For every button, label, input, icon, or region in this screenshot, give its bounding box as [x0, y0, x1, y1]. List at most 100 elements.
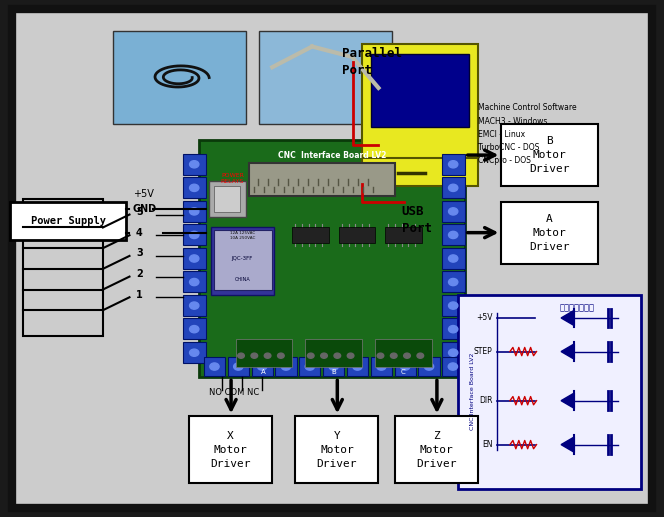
Bar	[418, 357, 440, 376]
Bar	[204, 357, 225, 376]
Polygon shape	[561, 393, 574, 408]
Text: NO COM NC: NO COM NC	[209, 388, 260, 398]
Text: X
Motor
Driver: X Motor Driver	[210, 431, 251, 469]
Bar	[442, 271, 465, 292]
Bar	[236, 339, 292, 367]
Bar	[214, 230, 272, 290]
Text: +5V: +5V	[133, 189, 153, 199]
Circle shape	[448, 161, 457, 168]
Circle shape	[448, 326, 457, 333]
Circle shape	[234, 363, 243, 370]
Bar	[371, 357, 392, 376]
Text: USB
Port: USB Port	[402, 205, 432, 235]
Text: Z
Motor
Driver: Z Motor Driver	[416, 431, 457, 469]
Bar	[183, 271, 206, 292]
Bar	[23, 199, 103, 336]
Circle shape	[210, 363, 219, 370]
Bar	[183, 177, 206, 198]
Circle shape	[190, 231, 199, 238]
Circle shape	[190, 208, 199, 215]
Bar	[10, 202, 126, 240]
Bar	[189, 416, 272, 483]
Bar	[362, 158, 478, 186]
Bar	[362, 44, 478, 160]
Bar	[347, 357, 368, 376]
Bar	[183, 295, 206, 316]
Text: 1: 1	[136, 290, 143, 300]
Circle shape	[334, 353, 341, 358]
Bar	[276, 357, 297, 376]
Bar	[295, 416, 378, 483]
Text: CNC  Interface Board LV2: CNC Interface Board LV2	[278, 150, 386, 160]
Circle shape	[190, 161, 199, 168]
Text: 手动电机驱动器: 手动电机驱动器	[559, 303, 594, 312]
Circle shape	[448, 349, 457, 356]
Circle shape	[417, 353, 424, 358]
Bar	[371, 54, 469, 127]
Bar	[209, 181, 246, 217]
Text: DIR: DIR	[479, 396, 493, 405]
Circle shape	[190, 326, 199, 333]
Bar	[183, 201, 206, 222]
Bar	[299, 357, 321, 376]
Circle shape	[278, 353, 284, 358]
Bar	[199, 140, 465, 377]
Circle shape	[448, 302, 457, 309]
Text: C: C	[400, 369, 406, 375]
Text: +5V: +5V	[476, 313, 493, 323]
Bar	[183, 342, 206, 363]
Text: 12A 125VAC
10A 250VAC: 12A 125VAC 10A 250VAC	[230, 231, 255, 240]
Bar	[442, 318, 465, 339]
Text: Y
Motor
Driver: Y Motor Driver	[317, 431, 357, 469]
Text: 4: 4	[136, 227, 143, 238]
Text: 5: 5	[136, 207, 143, 217]
Circle shape	[264, 353, 271, 358]
Text: 3: 3	[136, 248, 143, 258]
Circle shape	[400, 363, 410, 370]
Circle shape	[448, 363, 457, 370]
Text: POWER
RELAYS: POWER RELAYS	[220, 173, 244, 184]
Bar	[442, 357, 463, 376]
Circle shape	[448, 184, 457, 191]
Bar	[395, 416, 478, 483]
Circle shape	[190, 184, 199, 191]
Bar	[442, 295, 465, 316]
Text: STEP: STEP	[474, 347, 493, 356]
Bar	[501, 202, 598, 264]
Circle shape	[448, 255, 457, 262]
Circle shape	[190, 255, 199, 262]
Bar	[339, 227, 375, 243]
Bar	[211, 227, 274, 295]
Circle shape	[238, 353, 244, 358]
Bar	[252, 357, 273, 376]
Text: Machine Control Software
MACH3 - Windows
EMCI - Linux
TurboCNC - DOS
CNCpro - DO: Machine Control Software MACH3 - Windows…	[478, 103, 577, 165]
Circle shape	[448, 231, 457, 238]
Bar	[249, 163, 395, 196]
Bar	[375, 339, 432, 367]
Bar	[228, 357, 249, 376]
Text: Parallel
Port: Parallel Port	[342, 47, 402, 77]
Bar	[183, 154, 206, 175]
Bar	[183, 248, 206, 269]
Text: A: A	[261, 369, 266, 375]
Text: JQC-3FF: JQC-3FF	[232, 256, 253, 261]
Polygon shape	[561, 437, 574, 452]
Circle shape	[282, 363, 291, 370]
Bar	[394, 357, 416, 376]
Bar	[442, 248, 465, 269]
Text: CHINA: CHINA	[234, 277, 250, 282]
Circle shape	[376, 363, 386, 370]
Text: Power Supply: Power Supply	[31, 216, 106, 226]
Circle shape	[347, 353, 354, 358]
Bar	[323, 357, 344, 376]
Bar	[442, 342, 465, 363]
Text: CNC Interface Board LV2: CNC Interface Board LV2	[470, 353, 475, 430]
Circle shape	[353, 363, 362, 370]
Bar	[501, 124, 598, 186]
Circle shape	[251, 353, 258, 358]
Bar	[259, 31, 392, 124]
Bar	[183, 318, 206, 339]
Circle shape	[448, 279, 457, 286]
FancyBboxPatch shape	[12, 9, 652, 508]
Bar	[214, 186, 240, 212]
